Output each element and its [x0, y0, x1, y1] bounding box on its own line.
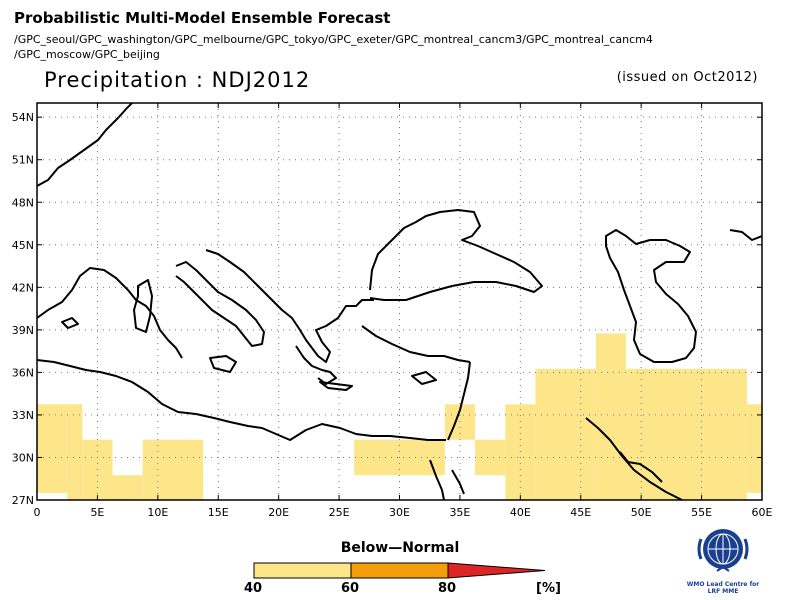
- probability-cell-12: [746, 404, 762, 493]
- lon-tick-label-7: 35E: [449, 506, 470, 519]
- coastline-black-sea: [369, 209, 543, 301]
- probability-cell-8: [505, 404, 536, 500]
- probability-cell-11: [626, 368, 747, 500]
- legend-unit: [%]: [536, 581, 561, 596]
- lon-tick-label-12: 60E: [752, 506, 773, 519]
- coastline-corsica-sardinia: [133, 279, 153, 333]
- wmo-emblem-icon: [697, 529, 749, 572]
- legend-title: Below—Normal: [340, 540, 460, 556]
- lon-tick-label-4: 20E: [268, 506, 289, 519]
- lat-tick-label-7: 48N: [12, 196, 34, 209]
- coastline-crete: [319, 381, 353, 391]
- lat-tick-label-0: 27N: [12, 494, 34, 507]
- legend-bin-2: [447, 562, 546, 579]
- lon-tick-label-0: 0: [34, 506, 41, 519]
- model-list-line-1: /GPC_seoul/GPC_washington/GPC_melbourne/…: [14, 33, 653, 46]
- probability-cell-0: [37, 404, 68, 493]
- coastline-persian-gulf: [585, 417, 683, 500]
- coastline-levant: [447, 361, 471, 441]
- coastline-italy: [175, 261, 265, 347]
- coastline-balearics: [61, 317, 79, 329]
- issued-date: (issued on Oct2012): [616, 70, 758, 85]
- legend-bin-1: [350, 562, 449, 579]
- lat-tick-label-1: 30N: [12, 451, 34, 464]
- coastline-adriatic-balkans: [205, 249, 374, 363]
- variable-title: Precipitation : NDJ2012: [44, 68, 311, 92]
- coastline-iberia-france: [37, 267, 183, 359]
- probability-cell-9: [535, 368, 596, 500]
- lat-tick-label-8: 51N: [12, 154, 34, 167]
- legend-tick-label-1: 60: [341, 581, 360, 596]
- lon-tick-label-11: 55E: [691, 506, 712, 519]
- lat-tick-label-4: 39N: [12, 324, 34, 337]
- logo-line-2: LRF MME: [707, 588, 739, 595]
- legend-tick-label-2: 80: [438, 581, 457, 596]
- forecast-title: Probabilistic Multi-Model Ensemble Forec…: [14, 9, 391, 27]
- legend-tick-label-0: 40: [244, 581, 263, 596]
- coastlines: [37, 103, 762, 500]
- lon-tick-label-3: 15E: [208, 506, 229, 519]
- model-list: /GPC_seoul/GPC_washington/GPC_melbourne/…: [14, 32, 774, 62]
- coastline-turkey-south: [361, 325, 471, 363]
- lat-tick-label-2: 33N: [12, 409, 34, 422]
- lat-tick-label-6: 45N: [12, 239, 34, 252]
- logo-line-1: WMO Lead Centre for: [686, 581, 760, 588]
- lat-tick-label-5: 42N: [12, 281, 34, 294]
- probability-cell-7: [475, 439, 506, 476]
- lat-tick-label-3: 36N: [12, 366, 34, 379]
- probability-cell-10: [595, 333, 627, 500]
- lon-tick-label-6: 30E: [389, 506, 410, 519]
- lon-tick-label-9: 45E: [570, 506, 591, 519]
- coastline-red-sea: [429, 459, 465, 500]
- model-list-line-2: /GPC_moscow/GPC_beijing: [14, 48, 160, 61]
- legend-bin-0: [253, 562, 352, 579]
- coastline-north-africa: [37, 359, 446, 441]
- lon-tick-label-8: 40E: [510, 506, 531, 519]
- legend-colorbar: [253, 562, 546, 579]
- coastline-sicily: [209, 355, 237, 373]
- lat-tick-label-9: 54N: [12, 111, 34, 124]
- probability-cell-1: [67, 404, 83, 500]
- lon-tick-label-2: 10E: [147, 506, 168, 519]
- probability-cell-4: [142, 439, 204, 500]
- wmo-logo: WMO Lead Centre for LRF MME: [683, 525, 763, 600]
- coastline-cyprus: [411, 371, 437, 385]
- coastline-europe-north: [37, 103, 133, 187]
- coastline-caspian-east: [729, 229, 762, 241]
- lon-tick-label-5: 25E: [329, 506, 350, 519]
- map-axes: 0 5E 10E 15E 20E 25E 30E 35E 40E 45E 50E 55E 60E 27N 3…: [12, 103, 773, 519]
- lon-tick-label-1: 5E: [90, 506, 104, 519]
- lon-tick-label-10: 50E: [631, 506, 652, 519]
- coastline-caspian: [605, 229, 697, 363]
- probability-cell-3: [112, 475, 143, 500]
